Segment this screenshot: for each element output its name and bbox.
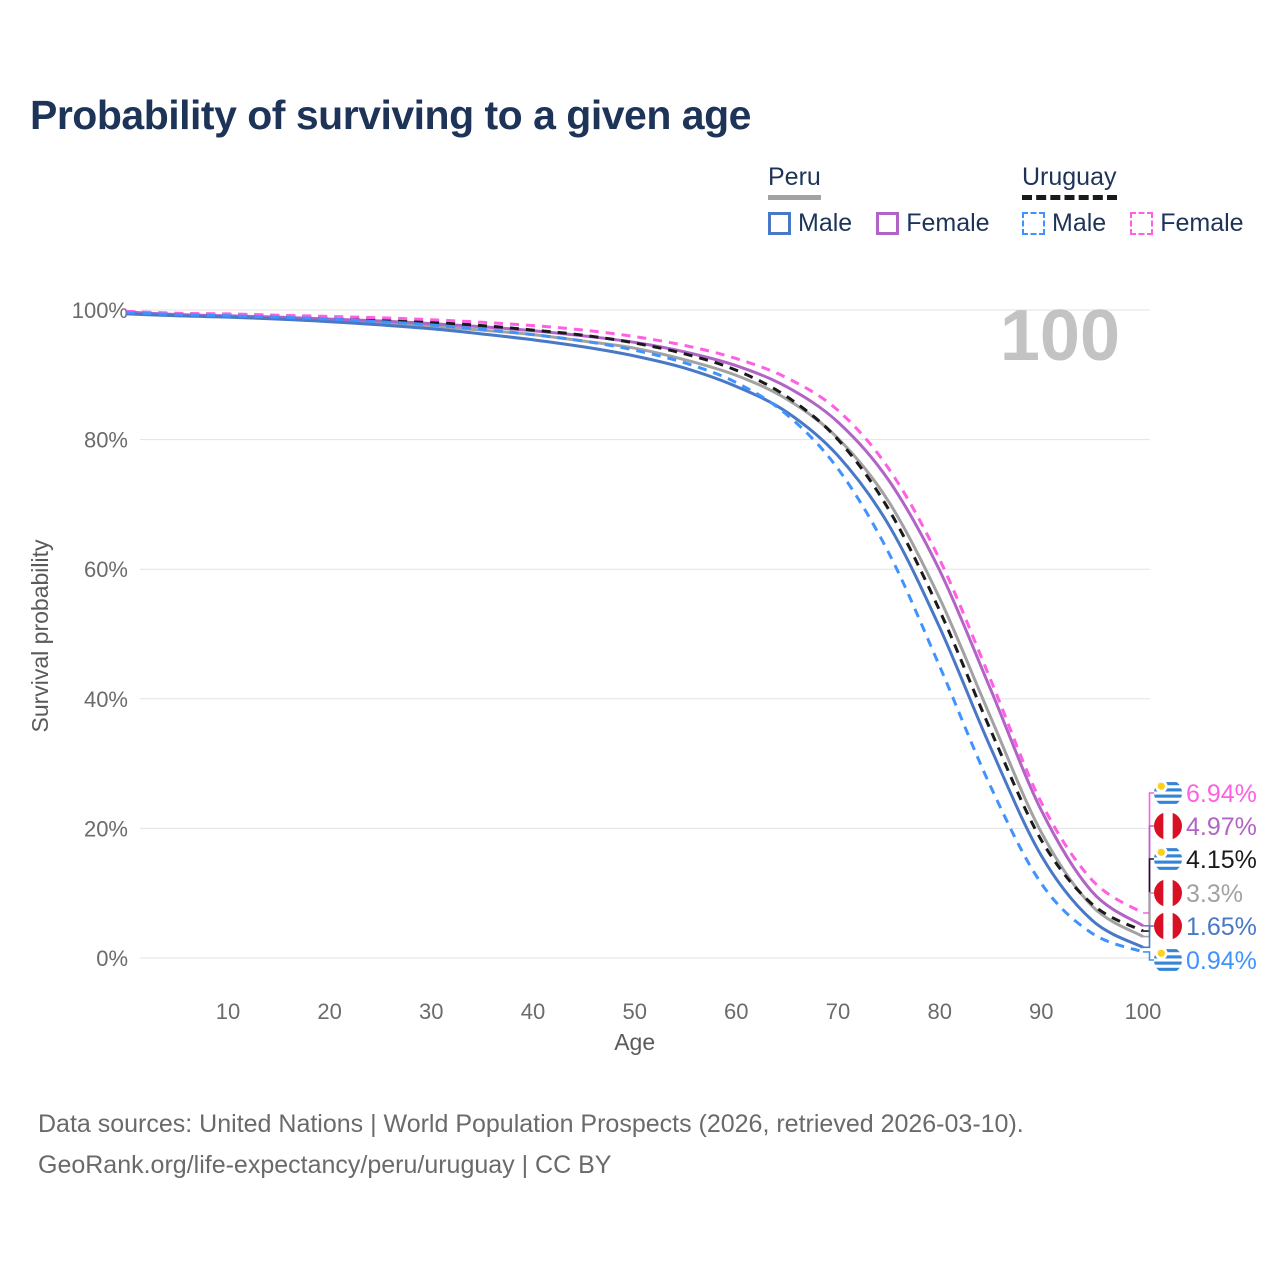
x-tick-label-40: 40 [521, 999, 545, 1024]
x-tick-label-30: 30 [419, 999, 443, 1024]
y-tick-label-100: 100% [72, 298, 128, 323]
legend-item-uruguay-male[interactable]: Male [1022, 209, 1106, 238]
y-tick-label-60: 60% [84, 557, 128, 582]
legend-item-peru-female[interactable]: Female [876, 209, 990, 238]
end-label-connector [1143, 951, 1154, 961]
legend-uruguay-female-label: Female [1160, 209, 1244, 237]
legend-row-uruguay: Male Female [1022, 209, 1244, 238]
flag-uruguay-icon [1154, 779, 1182, 807]
legend-peru-female-label: Female [906, 209, 990, 237]
flag-peru-icon [1154, 879, 1182, 907]
flag-uruguay-icon [1154, 946, 1182, 974]
peru-female-swatch-icon [876, 212, 900, 235]
curve-uruguay-male[interactable] [126, 311, 1144, 954]
x-tick-label-70: 70 [826, 999, 850, 1024]
legend-uruguay-title: Uruguay [1022, 163, 1117, 191]
flag-peru-icon [1154, 912, 1182, 940]
y-tick-label-0: 0% [96, 946, 128, 971]
flag-peru-icon [1154, 812, 1182, 840]
page-title: Probability of surviving to a given age [30, 92, 751, 138]
peru-male-swatch-icon [768, 212, 791, 235]
footer-note: Data sources: United Nations | World Pop… [38, 1104, 1024, 1186]
legend-group-uruguay: Uruguay Male Female [1022, 163, 1244, 238]
y-tick-label-40: 40% [84, 687, 128, 712]
legend-peru-title: Peru [768, 163, 821, 191]
curve-uruguay-female[interactable] [126, 309, 1144, 915]
end-label-connector [1143, 792, 1154, 914]
end-value-label-uruguay: 4.15% [1186, 846, 1257, 874]
end-label-connector [1143, 892, 1154, 938]
x-tick-label-50: 50 [622, 999, 646, 1024]
end-label-connector [1143, 858, 1154, 932]
legend-uruguay-male-label: Male [1052, 209, 1107, 237]
age-watermark: 100 [1000, 296, 1120, 376]
end-label-connector [1143, 925, 1154, 949]
curve-peru-male[interactable] [126, 312, 1144, 949]
legend-item-uruguay-female[interactable]: Female [1130, 209, 1244, 238]
footer-data-sources: Data sources: United Nations | World Pop… [38, 1110, 1024, 1138]
end-value-label-uruguay-male: 0.94% [1186, 947, 1257, 975]
flag-uruguay-icon [1154, 845, 1182, 873]
end-value-label-peru: 3.3% [1186, 880, 1243, 908]
x-tick-label-90: 90 [1029, 999, 1053, 1024]
legend-group-peru: Peru Male Female [768, 163, 990, 238]
x-tick-label-20: 20 [317, 999, 341, 1024]
legend-item-peru-male[interactable]: Male [768, 209, 852, 238]
end-label-connector [1143, 825, 1154, 927]
curve-uruguay[interactable] [126, 310, 1144, 933]
end-value-label-peru-female: 4.97% [1186, 813, 1257, 841]
legend-header-peru[interactable]: Peru [768, 163, 821, 200]
y-tick-label-20: 20% [84, 816, 128, 841]
legend-row-peru: Male Female [768, 209, 990, 238]
x-tick-label-10: 10 [216, 999, 240, 1024]
uruguay-male-swatch-icon [1022, 212, 1045, 235]
legend-header-uruguay[interactable]: Uruguay [1022, 163, 1117, 200]
x-tick-label-60: 60 [724, 999, 748, 1024]
x-tick-label-80: 80 [927, 999, 951, 1024]
y-axis-title: Survival probability [27, 539, 53, 733]
legend-peru-male-label: Male [798, 209, 853, 237]
footer-attribution: GeoRank.org/life-expectancy/peru/uruguay… [38, 1151, 612, 1179]
legend: Peru Male Female Uruguay Male [0, 0, 1280, 250]
uruguay-female-swatch-icon [1130, 212, 1154, 235]
curve-peru[interactable] [126, 311, 1144, 938]
y-tick-label-80: 80% [84, 428, 128, 453]
curve-peru-female[interactable] [126, 310, 1144, 928]
end-value-label-uruguay-female: 6.94% [1186, 780, 1257, 808]
x-tick-label-100: 100 [1125, 999, 1162, 1024]
x-axis-title: Age [614, 1029, 655, 1055]
end-value-label-peru-male: 1.65% [1186, 913, 1257, 941]
